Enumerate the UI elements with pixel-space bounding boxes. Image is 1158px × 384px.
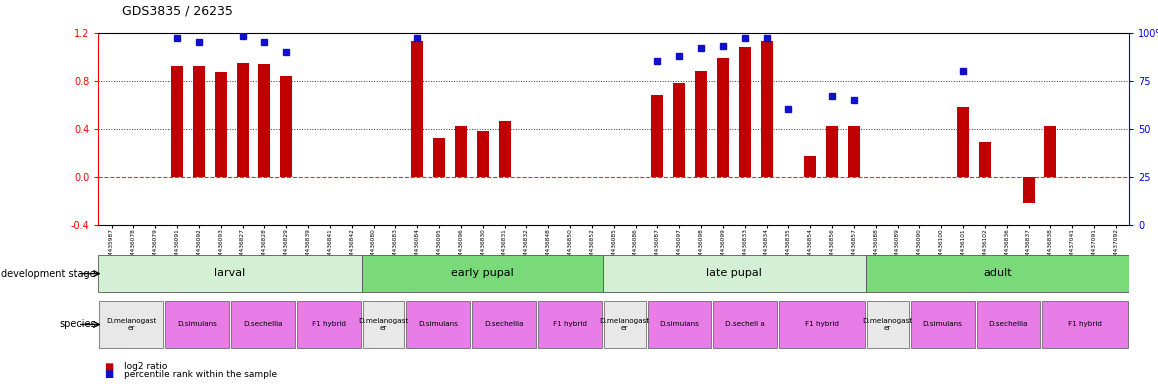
Text: log2 ratio: log2 ratio [124, 362, 167, 371]
Bar [826, 126, 838, 177]
Bar [695, 71, 708, 177]
Bar [362, 301, 404, 348]
Bar [976, 301, 1040, 348]
Bar [193, 66, 205, 177]
Bar [455, 126, 467, 177]
Bar [232, 301, 295, 348]
Bar [499, 121, 511, 177]
Bar [652, 95, 664, 177]
Bar [911, 301, 975, 348]
Text: D.melanogast
er: D.melanogast er [600, 318, 650, 331]
Bar [472, 301, 536, 348]
Text: species: species [59, 319, 96, 329]
Text: D.sechellia: D.sechellia [243, 321, 283, 328]
Text: F1 hybrid: F1 hybrid [552, 321, 587, 328]
Bar [1042, 301, 1128, 348]
Bar [171, 66, 183, 177]
Bar [958, 107, 969, 177]
Text: D.simulans: D.simulans [660, 321, 699, 328]
Text: D.sechellia: D.sechellia [989, 321, 1028, 328]
Bar [411, 41, 423, 177]
Bar [603, 301, 646, 348]
Bar [236, 63, 249, 177]
Text: D.melanogast
er: D.melanogast er [107, 318, 156, 331]
Text: ■: ■ [104, 362, 113, 372]
Bar [805, 156, 816, 177]
Bar [1045, 126, 1056, 177]
Bar [406, 301, 470, 348]
Bar [166, 301, 229, 348]
Bar [979, 142, 991, 177]
Bar [866, 255, 1129, 292]
Text: D.simulans: D.simulans [418, 321, 459, 328]
Bar [1023, 177, 1034, 203]
Text: D.melanogast
er: D.melanogast er [863, 318, 913, 331]
Text: late pupal: late pupal [706, 268, 762, 278]
Bar [361, 255, 603, 292]
Bar [779, 301, 865, 348]
Text: D.simulans: D.simulans [923, 321, 962, 328]
Text: adult: adult [983, 268, 1012, 278]
Bar [100, 301, 163, 348]
Bar [214, 72, 227, 177]
Bar [739, 47, 750, 177]
Text: larval: larval [214, 268, 245, 278]
Bar [280, 76, 292, 177]
Text: percentile rank within the sample: percentile rank within the sample [124, 370, 277, 379]
Bar [717, 58, 728, 177]
Text: GDS3835 / 26235: GDS3835 / 26235 [122, 4, 233, 17]
Bar [296, 301, 360, 348]
Bar [433, 138, 445, 177]
Bar [98, 255, 361, 292]
Bar [477, 131, 489, 177]
Bar [761, 41, 772, 177]
Text: F1 hybrid: F1 hybrid [805, 321, 840, 328]
Text: F1 hybrid: F1 hybrid [312, 321, 346, 328]
Text: D.simulans: D.simulans [177, 321, 217, 328]
Text: development stage: development stage [1, 268, 96, 279]
Text: F1 hybrid: F1 hybrid [1068, 321, 1102, 328]
Bar [538, 301, 602, 348]
Text: D.sechell a: D.sechell a [725, 321, 765, 328]
Bar [603, 255, 866, 292]
Text: early pupal: early pupal [450, 268, 513, 278]
Text: D.sechellia: D.sechellia [484, 321, 523, 328]
Bar [258, 64, 270, 177]
Bar [647, 301, 711, 348]
Bar [867, 301, 909, 348]
Bar [713, 301, 777, 348]
Bar [848, 126, 860, 177]
Text: ■: ■ [104, 369, 113, 379]
Bar [673, 83, 686, 177]
Text: D.melanogast
er: D.melanogast er [358, 318, 409, 331]
